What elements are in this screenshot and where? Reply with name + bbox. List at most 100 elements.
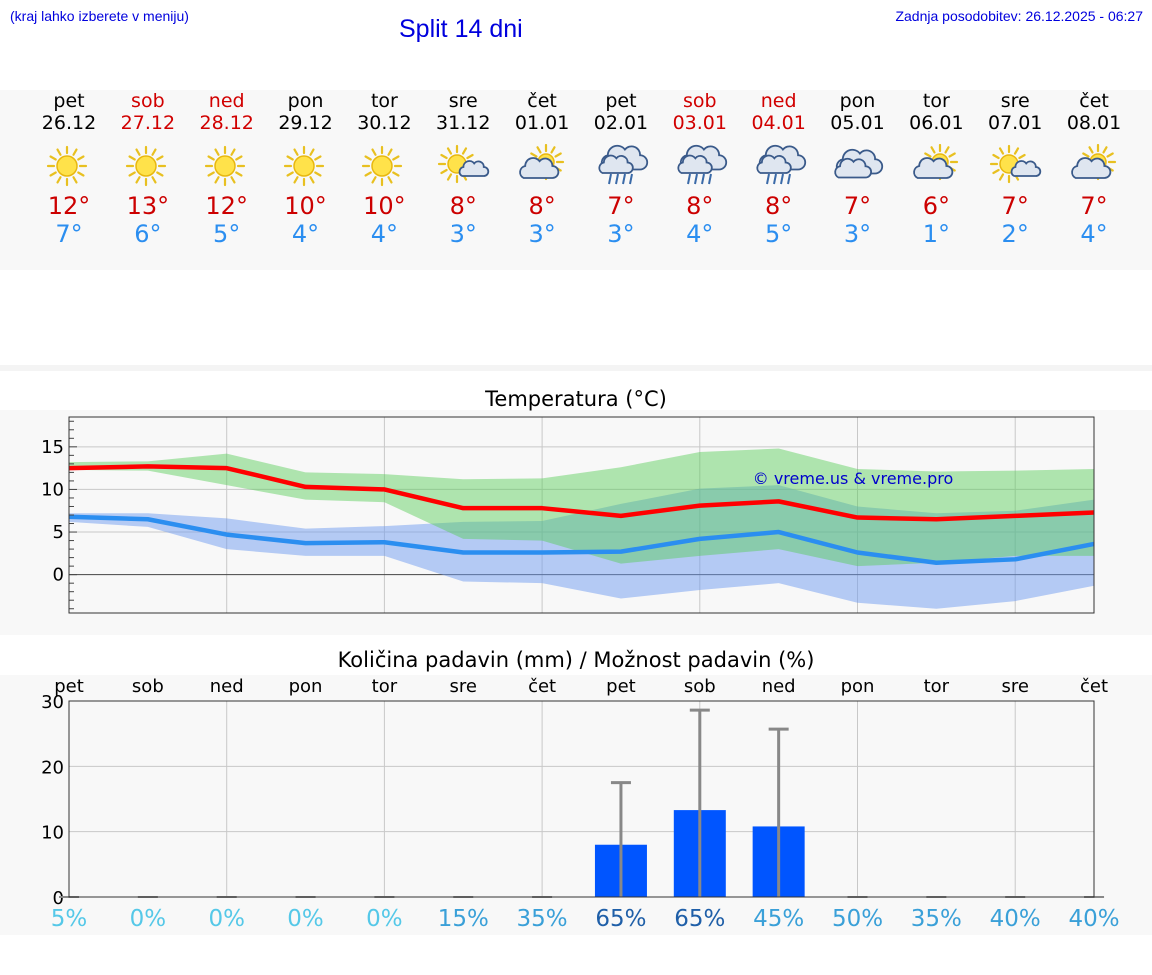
x-tick-label: čet [1080,676,1108,697]
min-temperature-band [69,485,1095,609]
day-forecast: čet 08.01 7° 4° [1054,90,1134,248]
spacer [0,270,1152,365]
x-tick-label: pet [54,676,84,697]
day-name: sre [1000,90,1030,112]
rain-icon [756,144,806,185]
day-date: 05.01 [830,112,885,134]
precipitation-probability: 50% [832,906,883,932]
temperature-chart-title: Temperatura (°C) [485,387,667,411]
day-date: 04.01 [751,112,806,134]
x-tick-label: pon [289,676,323,697]
day-forecast: pet 26.12 12° 7° [29,90,109,248]
plot-frame [68,416,1095,614]
x-tick-label: tor [372,676,398,697]
day-forecast: sob 27.12 13° 6° [108,90,188,248]
max-temperature: 7° [1080,192,1108,220]
precipitation-probability: 5% [51,906,88,932]
sun-small-cloud-icon [990,144,1042,184]
y-tick-label: 0 [53,888,64,909]
day-forecast: pet 02.01 7° 3° [581,90,661,248]
max-temperature: 8° [528,192,556,220]
day-date: 30.12 [357,112,412,134]
day-date: 07.01 [987,112,1043,134]
max-temperature: 13° [126,192,170,220]
precipitation-probability: 65% [674,906,725,932]
day-forecast: tor 30.12 10° 4° [344,90,424,248]
y-tick-label: 10 [41,479,64,500]
day-date: 26.12 [41,112,97,134]
day-name: pet [605,90,637,112]
day-forecast: ned 28.12 12° 5° [187,90,267,248]
min-temperature: 4° [370,220,399,248]
plot-area [69,701,1094,897]
sun-icon [283,145,324,187]
y-tick-label: 20 [41,757,64,778]
min-temperature: 4° [1080,220,1108,248]
min-temperature-line [68,514,1095,565]
precipitation-probability: 65% [595,906,646,932]
x-tick-label: ned [762,676,796,697]
day-name: čet [527,90,557,112]
max-temperature-band [69,448,1095,567]
x-tick-label: sob [684,676,716,697]
day-name: sob [683,90,717,112]
min-temperature: 3° [843,220,872,248]
precipitation-probability: 0% [287,906,324,932]
min-temperature: 3° [607,220,635,248]
x-tick-label: sre [1001,676,1028,697]
cloud-icon [833,148,883,179]
x-tick-label: ned [210,676,244,697]
day-forecast: sob 03.01 8° 4° [660,90,740,248]
sun-icon [204,145,245,187]
min-temperature: 2° [1001,220,1029,248]
min-temperature: 1° [922,220,950,248]
day-date: 02.01 [593,112,649,134]
max-temperature: 8° [449,192,477,220]
day-name: tor [922,90,950,112]
day-date: 03.01 [672,112,727,134]
day-name: sob [131,90,165,112]
day-name: pet [53,90,85,112]
max-temperature-line [68,464,1095,522]
plot-frame [68,700,1095,898]
rain-icon [598,144,648,185]
rain-icon [677,144,727,185]
x-tick-label: sob [132,676,164,697]
precipitation-probability: 35% [911,906,962,932]
y-tick-label: 0 [53,565,64,586]
precipitation-probability: 15% [438,906,489,932]
precipitation-probability: 40% [1068,906,1119,932]
min-temperature: 3° [528,220,556,248]
day-forecast: pon 29.12 10° 4° [266,90,346,248]
location-hint: (kraj lahko izberete v meniju) [10,8,189,24]
day-name: pon [287,90,324,112]
max-temperature: 7° [843,192,872,220]
min-temperature: 6° [134,220,162,248]
min-temperature: 5° [765,220,793,248]
day-name: ned [760,90,797,112]
max-temperature: 6° [922,192,950,220]
last-updated: Zadnja posodobitev: 26.12.2025 - 06:27 [895,8,1143,24]
y-tick-label: 30 [41,692,64,713]
day-name: čet [1079,90,1109,112]
day-date: 28.12 [199,112,254,134]
day-forecast: sre 07.01 7° 2° [975,90,1055,248]
max-temperature: 7° [607,192,635,220]
x-tick-label: pon [841,676,875,697]
day-name: pon [839,90,876,112]
precipitation-chart-title: Količina padavin (mm) / Možnost padavin … [337,648,815,672]
day-date: 29.12 [278,112,333,134]
cloud-sun-icon [913,144,959,181]
sun-icon [362,145,403,187]
sun-icon [46,145,88,187]
page-title: Split 14 dni [399,15,523,43]
x-tick-label: tor [924,676,950,697]
precipitation-probability: 0% [130,906,167,932]
day-date: 08.01 [1066,112,1122,134]
day-date: 06.01 [909,112,964,134]
precipitation-probability: 45% [753,906,804,932]
day-forecast: sre 31.12 8° 3° [423,90,503,248]
precipitation-probability: 35% [517,906,568,932]
